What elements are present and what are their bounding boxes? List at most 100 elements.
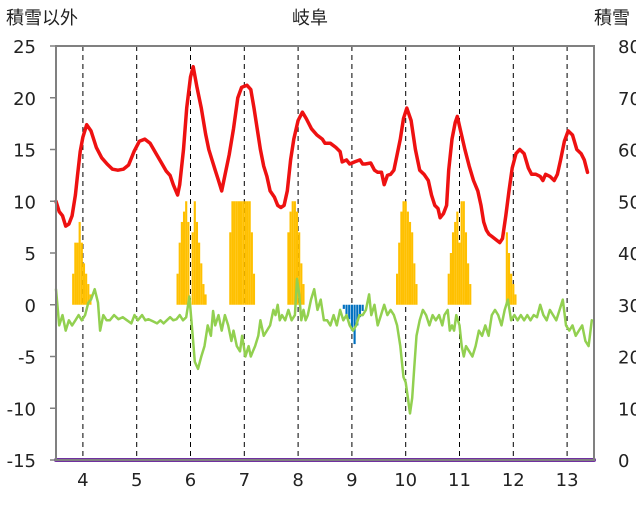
snow-depth-bar [408, 221, 412, 305]
snow-depth-bar [507, 253, 511, 305]
green-series-line [54, 277, 594, 415]
y-left-tick-label: -15 [7, 451, 36, 472]
y-left-tick-label: 0 [25, 296, 36, 317]
frame-layer [50, 45, 595, 461]
snow-depth-bar [250, 232, 253, 305]
x-tick-label: 5 [131, 470, 142, 491]
y-left-tick-label: 25 [13, 37, 36, 58]
snow-depth-bar [237, 201, 240, 305]
snow-depth-bar [242, 201, 245, 305]
y-left-tick-label: -5 [18, 348, 36, 369]
red-series-line [54, 64, 590, 245]
snow-depth-bar [235, 201, 238, 305]
snow-depth-bar [451, 232, 455, 305]
snow-depth-bar [74, 242, 77, 305]
snow-depth-bar [287, 232, 290, 305]
snow-depth-bar [82, 263, 86, 305]
blue-bar [345, 304, 348, 316]
x-tick-label: 10 [394, 470, 417, 491]
y-left-tick-label: 5 [25, 244, 36, 265]
x-tick-label: 7 [239, 470, 250, 491]
snow-depth-bar [231, 201, 234, 305]
snow-depth-bar [510, 273, 513, 305]
snow-depth-bar [185, 201, 188, 305]
blue-bar [361, 304, 364, 311]
y-right-tick-label: 50 [618, 192, 636, 213]
x-tick-label: 4 [77, 470, 88, 491]
y-right-tick-label: 70 [618, 89, 636, 110]
left-axis-title: 積雪以外 [6, 8, 78, 29]
snow-depth-bar [80, 242, 83, 305]
snow-depth-bar [187, 221, 190, 305]
snow-depth-bar [195, 221, 199, 305]
y-left-tick-label: 20 [13, 89, 36, 110]
x-tick-label: 8 [292, 470, 303, 491]
snow-depth-bar [295, 211, 299, 305]
grid-layer [56, 46, 594, 460]
snow-depth-bar [191, 232, 194, 305]
snow-depth-bar [447, 273, 450, 305]
blue-bar [356, 304, 359, 326]
snow-depth-bar [85, 273, 88, 305]
snow-depth-bar [464, 232, 468, 305]
y-right-tick-label: 60 [618, 141, 636, 162]
y-right-tick-label: 80 [618, 37, 636, 58]
x-tick-label: 11 [448, 470, 471, 491]
snow-depth-bar [182, 211, 186, 305]
snow-depth-bar [456, 211, 459, 305]
snow-depth-bar [72, 273, 75, 305]
snow-depth-bar [289, 211, 292, 305]
chart-title: 岐阜 [292, 8, 328, 29]
snow-depth-bar [246, 201, 249, 305]
snow-depth-bar [398, 242, 401, 305]
snow-depth-bar [293, 201, 296, 305]
snow-depth-bar [298, 232, 301, 305]
blue-bar [358, 304, 362, 318]
snow-depth-bar [78, 221, 81, 305]
y-right-tick-label: 0 [618, 451, 629, 472]
snow-depth-bar [402, 201, 405, 305]
snow-depth-bar [514, 294, 517, 305]
snow-depth-bar [400, 211, 403, 305]
y-left-tick-label: 15 [13, 141, 36, 162]
snow-depth-bar [193, 201, 196, 305]
y-right-tick-label: 20 [618, 348, 636, 369]
snow-depth-bar [462, 201, 465, 305]
snow-depth-bar [404, 201, 407, 305]
snow-depth-bar [449, 253, 452, 305]
snow-depth-bar [252, 273, 256, 305]
snow-depth-bar [244, 201, 247, 305]
snow-depth-bar [460, 201, 463, 305]
x-tick-label: 13 [556, 470, 579, 491]
y-right-tick-label: 10 [618, 399, 636, 420]
snow-depth-bar [467, 263, 470, 305]
plot-area [56, 46, 594, 460]
snow-depth-bar [454, 221, 457, 305]
blue-bar [348, 304, 351, 320]
snow-depth-bar [291, 201, 294, 305]
snow-depth-bar [202, 284, 205, 305]
blue-bar [353, 304, 356, 345]
y-left-tick-label: -10 [7, 399, 36, 420]
snow-depth-bar [248, 201, 251, 305]
blue-bar [350, 304, 353, 331]
x-tick-label: 9 [346, 470, 357, 491]
snow-depth-bar [76, 242, 79, 305]
snow-depth-bar [200, 263, 203, 305]
x-tick-label: 12 [502, 470, 525, 491]
snow-depth-bar [178, 242, 181, 305]
right-axis-title: 積雪 [594, 8, 630, 29]
snow-depth-bar [396, 273, 399, 305]
blue-bar [342, 304, 345, 309]
snow-depth-bar [198, 242, 201, 305]
plot-frame [55, 45, 595, 461]
snow-depth-bar [406, 211, 409, 305]
snow-depth-bar [87, 284, 90, 305]
snow-depth-bar [239, 201, 243, 305]
snow-depth-bar [411, 232, 414, 305]
snow-depth-bar [512, 284, 515, 305]
snow-depth-bar [229, 232, 232, 305]
snow-depth-bar [413, 263, 416, 305]
